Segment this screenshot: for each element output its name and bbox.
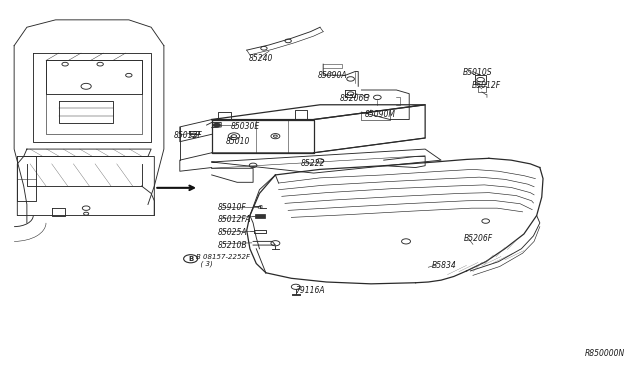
Text: B5206F: B5206F [464,234,493,243]
Text: 85090A: 85090A [318,71,348,80]
Text: 85210B: 85210B [218,241,248,250]
Text: 85206G: 85206G [340,94,370,103]
Text: 85090M: 85090M [365,110,396,119]
Text: 85240: 85240 [248,54,273,63]
Text: B5010S: B5010S [463,68,492,77]
Text: B5834: B5834 [432,261,457,270]
Text: B 08157-2252F
  ( 3): B 08157-2252F ( 3) [196,254,250,267]
Text: 85025A: 85025A [218,228,248,237]
Text: 85910F: 85910F [218,203,246,212]
Text: 85030E: 85030E [231,122,260,131]
Text: 85222: 85222 [301,159,325,168]
Text: 85012FA: 85012FA [218,215,251,224]
Text: 85012F: 85012F [174,131,203,140]
Circle shape [213,123,221,127]
Text: 79116A: 79116A [295,286,324,295]
Text: B: B [188,256,193,262]
Text: 85010: 85010 [226,137,250,146]
Text: R850000N: R850000N [584,350,625,359]
Bar [255,214,265,218]
Text: B5012F: B5012F [472,81,500,90]
